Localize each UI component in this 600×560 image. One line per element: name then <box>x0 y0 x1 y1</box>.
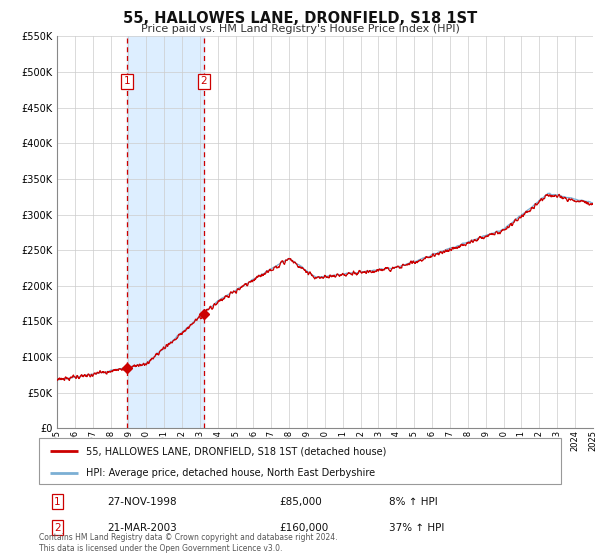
Text: 21-MAR-2003: 21-MAR-2003 <box>107 522 176 533</box>
Text: 1: 1 <box>54 497 61 507</box>
Text: 8% ↑ HPI: 8% ↑ HPI <box>389 497 437 507</box>
Text: 55, HALLOWES LANE, DRONFIELD, S18 1ST (detached house): 55, HALLOWES LANE, DRONFIELD, S18 1ST (d… <box>86 446 386 456</box>
Text: 2: 2 <box>54 522 61 533</box>
Text: 1: 1 <box>124 77 130 86</box>
Text: Price paid vs. HM Land Registry's House Price Index (HPI): Price paid vs. HM Land Registry's House … <box>140 24 460 34</box>
FancyBboxPatch shape <box>39 438 561 484</box>
Bar <box>127 36 204 428</box>
Text: 2: 2 <box>200 77 207 86</box>
Text: 27-NOV-1998: 27-NOV-1998 <box>107 497 176 507</box>
Text: HPI: Average price, detached house, North East Derbyshire: HPI: Average price, detached house, Nort… <box>86 468 375 478</box>
Text: £160,000: £160,000 <box>279 522 328 533</box>
Text: 37% ↑ HPI: 37% ↑ HPI <box>389 522 444 533</box>
Text: Contains HM Land Registry data © Crown copyright and database right 2024.
This d: Contains HM Land Registry data © Crown c… <box>39 533 337 553</box>
Text: £85,000: £85,000 <box>279 497 322 507</box>
Text: 55, HALLOWES LANE, DRONFIELD, S18 1ST: 55, HALLOWES LANE, DRONFIELD, S18 1ST <box>123 11 477 26</box>
